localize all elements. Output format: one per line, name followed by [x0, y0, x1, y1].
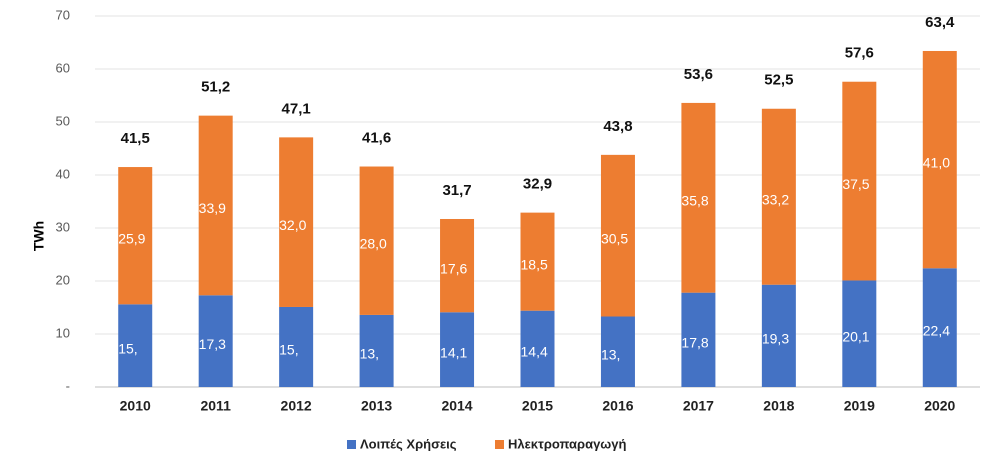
total-label: 41,5 [121, 130, 150, 147]
x-tick-label: 2010 [120, 398, 151, 414]
x-tick-label: 2013 [361, 398, 392, 414]
value-label: 17,3 [199, 336, 226, 352]
x-tick-label: 2015 [522, 398, 553, 414]
x-tick-label: 2019 [844, 398, 875, 414]
value-label: 18,5 [521, 256, 548, 272]
value-label: 37,5 [842, 176, 869, 192]
bar-segment [520, 310, 555, 387]
bar-segment [279, 137, 314, 307]
bar-segment [681, 292, 716, 387]
x-tick-label: 2018 [763, 398, 794, 414]
legend-swatch [495, 440, 504, 449]
total-label: 41,6 [362, 129, 391, 146]
legend-swatch [347, 440, 356, 449]
bar-segment [761, 108, 796, 285]
value-label: 20,1 [842, 328, 869, 344]
bar-segment [842, 280, 877, 387]
bar-segment [922, 268, 957, 387]
value-label: 25,9 [118, 230, 145, 246]
value-label: 19,3 [762, 331, 789, 347]
value-label: 33,2 [762, 191, 789, 207]
value-label: 13, [360, 346, 379, 362]
bar-segment [842, 81, 877, 281]
x-tick-label: 2014 [441, 398, 472, 414]
value-label: 28,0 [360, 235, 387, 251]
bar-segment [359, 314, 394, 387]
value-label: 15, [279, 342, 298, 358]
value-label: 14,1 [440, 344, 467, 360]
total-label: 43,8 [603, 118, 632, 135]
legend-label: Ηλεκτροπαραγωγή [508, 436, 627, 451]
total-label: 53,6 [684, 66, 713, 83]
bar-segment [520, 212, 555, 311]
y-tick-label: - [66, 378, 70, 393]
x-tick-label: 2017 [683, 398, 714, 414]
value-label: 30,5 [601, 230, 628, 246]
bar-segment [198, 295, 233, 387]
value-label: 14,4 [521, 344, 548, 360]
value-label: 17,6 [440, 260, 467, 276]
bar-segment [761, 284, 796, 387]
bar-segment [600, 154, 635, 317]
value-label: 17,8 [681, 335, 708, 351]
y-tick-label: 40 [56, 166, 70, 181]
y-tick-label: 50 [56, 113, 70, 128]
total-label: 51,2 [201, 79, 230, 96]
y-tick-label: 10 [56, 325, 70, 340]
total-label: 47,1 [282, 100, 311, 117]
total-label: 63,4 [925, 14, 955, 31]
bar-segment [118, 167, 153, 305]
x-tick-label: 2020 [924, 398, 955, 414]
total-label: 31,7 [442, 182, 471, 199]
y-tick-label: 70 [56, 7, 70, 22]
bar-segment [279, 306, 314, 387]
value-label: 33,9 [199, 200, 226, 216]
value-label: 32,0 [279, 217, 306, 233]
bar-segment [681, 102, 716, 293]
y-tick-label: 30 [56, 219, 70, 234]
total-label: 57,6 [845, 45, 874, 62]
bar-segment [440, 218, 475, 313]
bar-segment [600, 316, 635, 387]
bar-segment [922, 50, 957, 269]
value-label: 15, [118, 340, 137, 356]
bar-segment [440, 312, 475, 387]
legend-label: Λοιπές Χρήσεις [360, 436, 457, 451]
total-label: 32,9 [523, 176, 552, 193]
value-label: 35,8 [681, 192, 708, 208]
x-tick-label: 2011 [200, 398, 231, 414]
y-tick-label: 60 [56, 60, 70, 75]
bar-segment [198, 115, 233, 296]
bar-segment [118, 304, 153, 387]
value-label: 13, [601, 346, 620, 362]
total-label: 52,5 [764, 72, 793, 89]
y-axis-label: TWh [31, 221, 47, 251]
y-tick-label: 20 [56, 272, 70, 287]
value-label: 41,0 [923, 154, 950, 170]
x-tick-label: 2016 [602, 398, 633, 414]
value-label: 22,4 [923, 322, 950, 338]
bar-segment [359, 166, 394, 315]
x-tick-label: 2012 [281, 398, 312, 414]
